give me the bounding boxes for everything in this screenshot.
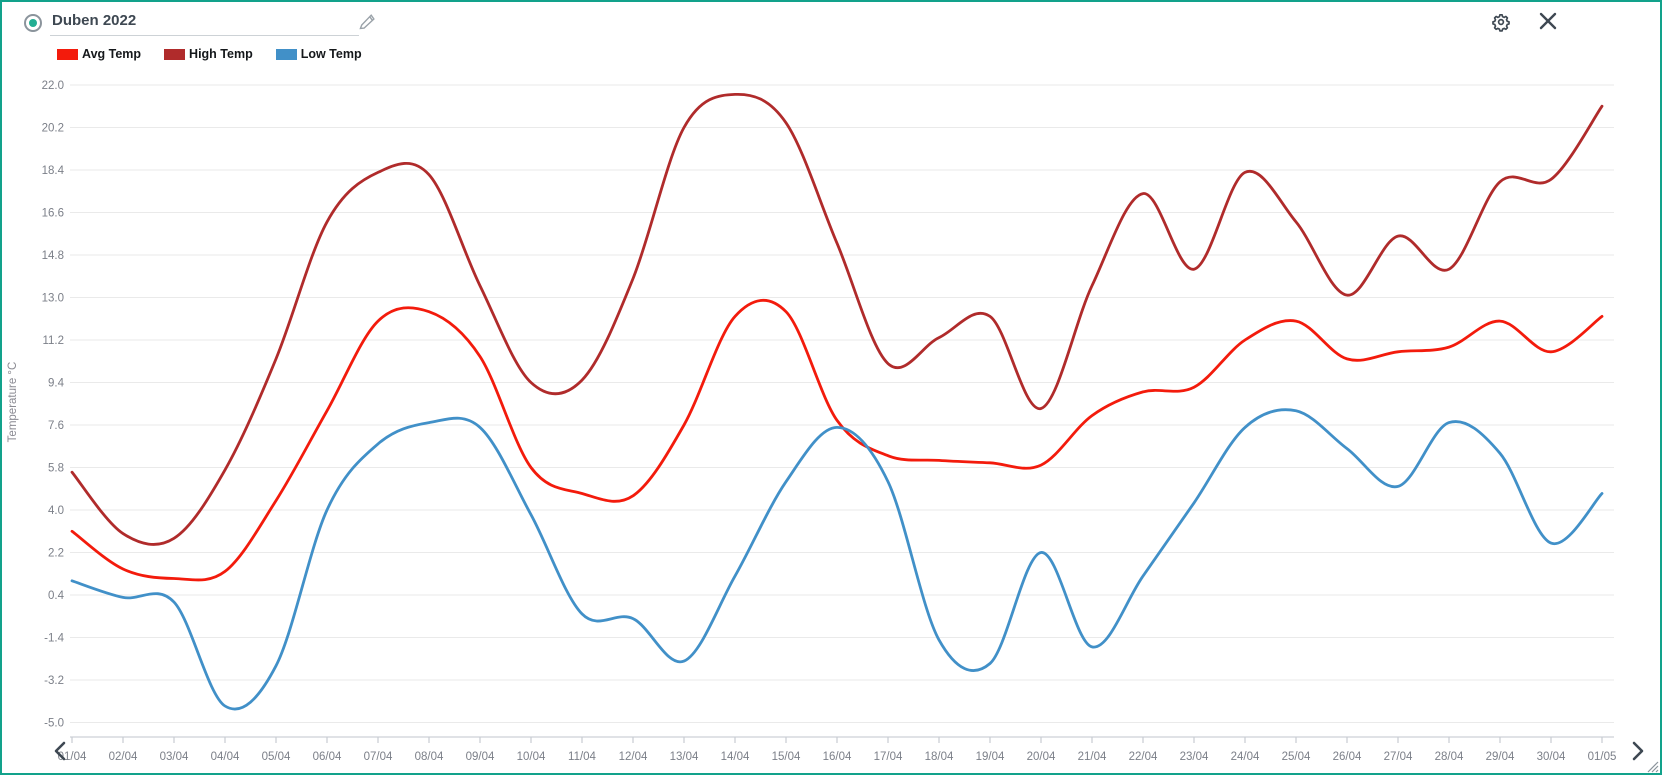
x-tick-label: 20/04 [1027,751,1056,763]
x-tick-label: 27/04 [1384,751,1413,763]
high-temp-swatch-icon [164,48,186,60]
x-tick-label: 16/04 [823,751,852,763]
x-tick-label: 01/04 [58,751,87,763]
y-axis-title: Temperature °C [7,362,19,443]
legend-label: Low Temp [300,47,362,61]
x-tick-label: 30/04 [1537,751,1566,763]
x-tick-label: 09/04 [466,751,495,763]
x-tick-label: 25/04 [1282,751,1311,763]
pencil-icon [359,14,375,30]
y-tick-label: 13.0 [42,293,64,305]
x-tick-label: 22/04 [1129,751,1158,763]
legend-label: Avg Temp [82,47,142,61]
gear-icon [1492,14,1510,32]
x-tick-label: 17/04 [874,751,903,763]
resize-handle-icon[interactable] [1647,761,1659,773]
legend-label: High Temp [189,47,253,61]
x-tick-label: 13/04 [670,751,699,763]
x-tick-label: 03/04 [160,751,189,763]
x-tick-label: 04/04 [211,751,240,763]
x-tick-label: 21/04 [1078,751,1107,763]
edit-title-button[interactable] [358,12,378,32]
x-tick-label: 28/04 [1435,751,1464,763]
scroll-left-arrow[interactable] [54,741,66,761]
y-tick-label: 7.6 [48,420,64,432]
x-tick-label: 14/04 [721,751,750,763]
x-tick-label: 10/04 [517,751,546,763]
chart-legend: Avg Temp High Temp Low Temp [57,47,362,61]
chart-title-input[interactable] [50,8,359,36]
chart-radio-button[interactable] [24,14,42,32]
y-tick-label: 11.2 [42,335,64,347]
scroll-right-arrow[interactable] [1632,741,1644,761]
resize-handle-icon[interactable] [1655,769,1659,773]
resize-handle-icon[interactable] [1651,765,1659,773]
x-tick-label: 11/04 [568,751,597,763]
x-tick-label: 02/04 [109,751,138,763]
high-temp-line [70,92,1604,546]
y-tick-label: 14.8 [42,250,64,262]
x-tick-label: 05/04 [262,751,291,763]
y-tick-label: -1.4 [44,633,64,645]
x-tick-label: 24/04 [1231,751,1260,763]
settings-button[interactable] [1490,11,1512,33]
radio-dot-icon [29,19,37,27]
close-icon [1539,12,1557,30]
x-tick-label: 07/04 [364,751,393,763]
y-tick-label: 18.4 [42,165,65,177]
x-tick-label: 15/04 [772,751,801,763]
avg-temp-line [70,298,1604,582]
chart-title-field [50,8,359,36]
legend-item-avg-temp[interactable]: Avg Temp [57,47,141,61]
low-temp-swatch-icon [275,48,297,60]
x-tick-label: 19/04 [976,751,1005,763]
x-tick-label: 23/04 [1180,751,1209,763]
x-tick-label: 18/04 [925,751,954,763]
x-tick-label: 26/04 [1333,751,1362,763]
x-tick-label: 08/04 [415,751,444,763]
y-tick-label: 9.4 [48,378,65,390]
x-tick-label: 29/04 [1486,751,1515,763]
y-tick-label: 20.2 [42,123,64,135]
x-tick-label: 01/05 [1588,751,1617,763]
x-tick-label: 06/04 [313,751,342,763]
y-tick-label: 16.6 [42,208,64,220]
y-tick-label: 0.4 [48,590,65,602]
x-tick-label: 12/04 [619,751,648,763]
low-temp-line [70,408,1604,711]
y-tick-label: 22.0 [42,80,64,92]
close-button[interactable] [1538,11,1558,31]
y-tick-label: -5.0 [44,718,64,730]
y-tick-label: 5.8 [48,463,64,475]
y-tick-label: -3.2 [44,675,64,687]
y-tick-label: 2.2 [48,548,64,560]
legend-item-low-temp[interactable]: Low Temp [275,47,362,61]
legend-item-high-temp[interactable]: High Temp [164,47,253,61]
y-tick-label: 4.0 [48,505,64,517]
avg-temp-swatch-icon [57,48,78,60]
